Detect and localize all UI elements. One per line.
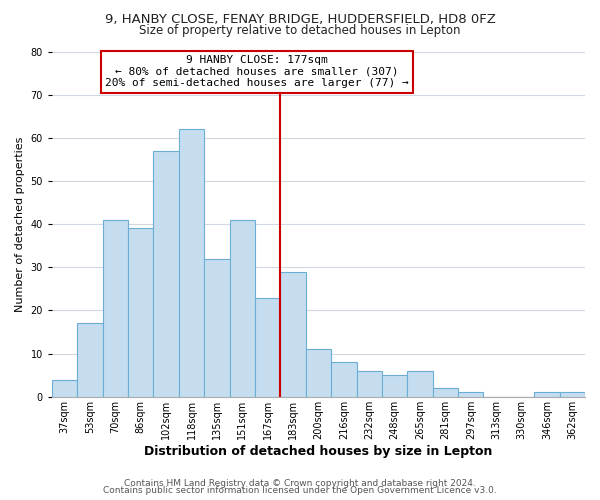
Bar	[77, 324, 103, 397]
Bar	[52, 380, 77, 397]
Bar	[382, 375, 407, 397]
Bar	[179, 129, 204, 397]
Bar	[407, 371, 433, 397]
Bar	[103, 220, 128, 397]
Bar	[255, 298, 280, 397]
Bar	[356, 371, 382, 397]
Bar	[560, 392, 585, 397]
Bar	[458, 392, 484, 397]
Bar	[534, 392, 560, 397]
Text: 9 HANBY CLOSE: 177sqm
← 80% of detached houses are smaller (307)
20% of semi-det: 9 HANBY CLOSE: 177sqm ← 80% of detached …	[106, 55, 409, 88]
Bar	[204, 258, 230, 397]
X-axis label: Distribution of detached houses by size in Lepton: Distribution of detached houses by size …	[144, 444, 493, 458]
Bar	[280, 272, 306, 397]
Bar	[154, 151, 179, 397]
Text: Size of property relative to detached houses in Lepton: Size of property relative to detached ho…	[139, 24, 461, 37]
Text: Contains HM Land Registry data © Crown copyright and database right 2024.: Contains HM Land Registry data © Crown c…	[124, 478, 476, 488]
Bar	[230, 220, 255, 397]
Bar	[433, 388, 458, 397]
Y-axis label: Number of detached properties: Number of detached properties	[15, 136, 25, 312]
Text: Contains public sector information licensed under the Open Government Licence v3: Contains public sector information licen…	[103, 486, 497, 495]
Bar	[128, 228, 154, 397]
Text: 9, HANBY CLOSE, FENAY BRIDGE, HUDDERSFIELD, HD8 0FZ: 9, HANBY CLOSE, FENAY BRIDGE, HUDDERSFIE…	[104, 12, 496, 26]
Bar	[306, 350, 331, 397]
Bar	[331, 362, 356, 397]
